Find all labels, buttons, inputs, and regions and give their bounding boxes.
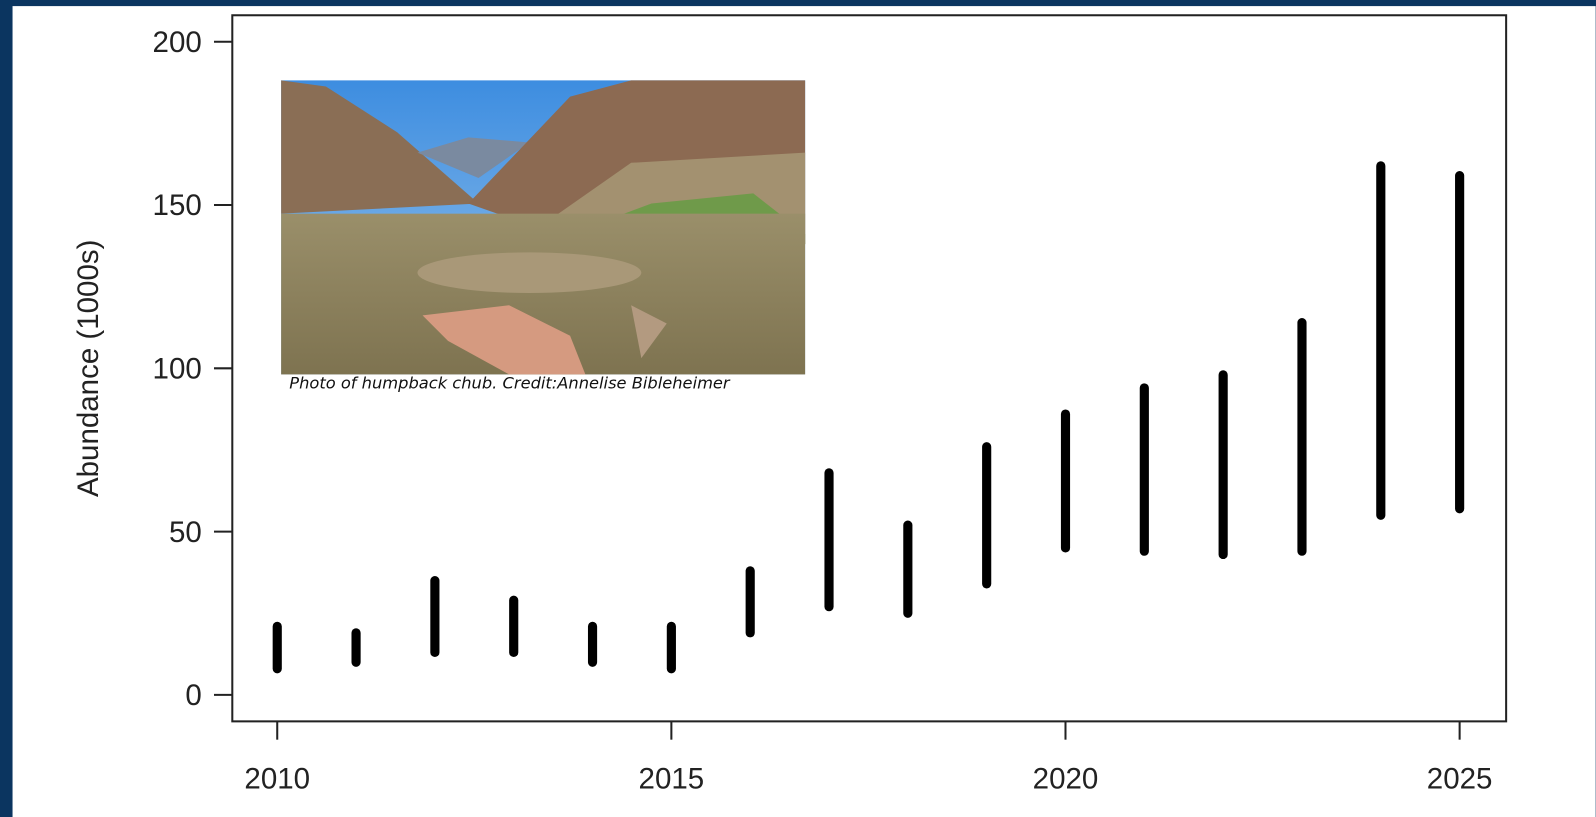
y-tick-label: 200 — [153, 26, 202, 59]
y-tick-label: 50 — [169, 516, 202, 549]
y-axis-label: Abundance (1000s) — [72, 240, 105, 498]
photo-caption: Photo of humpback chub. Credit:Annelise … — [289, 374, 731, 393]
x-tick-label: 2010 — [244, 763, 310, 796]
y-tick-label: 0 — [185, 679, 201, 712]
y-tick-label: 100 — [153, 352, 202, 385]
y-tick-label: 150 — [153, 189, 202, 222]
x-tick-label: 2020 — [1033, 763, 1099, 796]
x-tick-label: 2015 — [639, 763, 705, 796]
photo — [281, 80, 806, 375]
x-tick-label: 2025 — [1427, 763, 1493, 796]
